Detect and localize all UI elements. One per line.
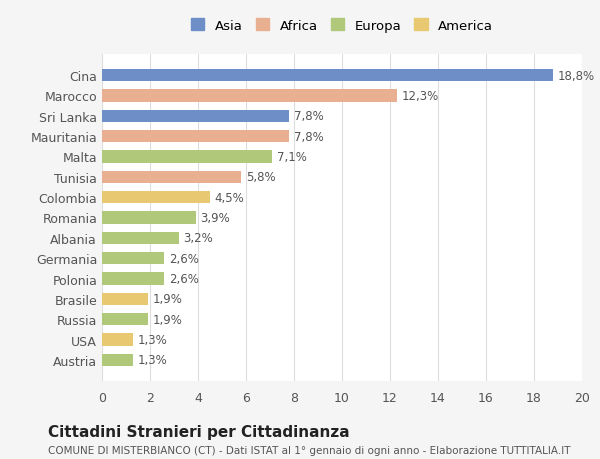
Text: 2,6%: 2,6%	[169, 252, 199, 265]
Text: 7,8%: 7,8%	[294, 130, 324, 143]
Text: 3,2%: 3,2%	[184, 232, 214, 245]
Text: 4,5%: 4,5%	[215, 191, 245, 204]
Bar	[102, 334, 133, 346]
Bar	[102, 252, 164, 265]
Text: 1,9%: 1,9%	[152, 313, 182, 326]
Bar	[102, 70, 553, 82]
Text: Cittadini Stranieri per Cittadinanza: Cittadini Stranieri per Cittadinanza	[48, 425, 350, 440]
Bar	[102, 111, 289, 123]
Bar	[102, 354, 133, 366]
Bar	[102, 273, 164, 285]
Text: 1,3%: 1,3%	[138, 353, 168, 367]
Text: 1,3%: 1,3%	[138, 333, 168, 346]
Text: 3,9%: 3,9%	[200, 212, 230, 224]
Bar	[102, 293, 148, 305]
Text: 7,1%: 7,1%	[277, 151, 307, 164]
Bar	[102, 313, 148, 325]
Legend: Asia, Africa, Europa, America: Asia, Africa, Europa, America	[191, 19, 493, 33]
Bar	[102, 90, 397, 102]
Text: 12,3%: 12,3%	[402, 90, 439, 103]
Text: 5,8%: 5,8%	[246, 171, 275, 184]
Bar	[102, 232, 179, 244]
Bar	[102, 171, 241, 184]
Text: 2,6%: 2,6%	[169, 272, 199, 285]
Text: 1,9%: 1,9%	[152, 293, 182, 306]
Bar	[102, 151, 272, 163]
Bar	[102, 212, 196, 224]
Text: COMUNE DI MISTERBIANCO (CT) - Dati ISTAT al 1° gennaio di ogni anno - Elaborazio: COMUNE DI MISTERBIANCO (CT) - Dati ISTAT…	[48, 445, 571, 455]
Bar	[102, 131, 289, 143]
Bar	[102, 192, 210, 204]
Text: 7,8%: 7,8%	[294, 110, 324, 123]
Text: 18,8%: 18,8%	[558, 69, 595, 83]
